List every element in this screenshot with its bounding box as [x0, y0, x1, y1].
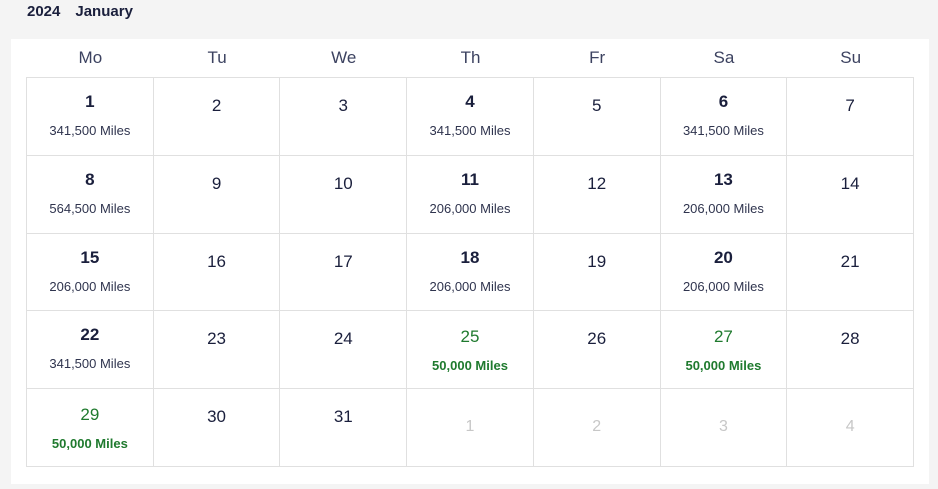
miles-price: 206,000 Miles	[682, 200, 764, 216]
calendar-day-outside-month: 4	[787, 389, 914, 467]
miles-price: 341,500 Miles	[682, 123, 764, 138]
miles-price: 341,500 Miles	[49, 123, 131, 138]
calendar-day-cell[interactable]: 11 206,000 Miles	[407, 155, 534, 234]
miles-price: 206,000 Miles	[49, 278, 131, 294]
miles-price: 50,000 Miles	[51, 436, 128, 452]
calendar-day-cell[interactable]: 5	[533, 78, 661, 156]
day-number: 9	[211, 173, 222, 193]
calendar-day-cell[interactable]: 21	[787, 233, 914, 312]
calendar-day-cell[interactable]: 15 206,000 Miles	[27, 233, 154, 312]
day-number: 4	[845, 418, 855, 436]
day-number: 25	[460, 327, 480, 347]
weekday-label: Th	[460, 48, 481, 67]
day-number: 16	[207, 251, 227, 271]
month-label: January	[75, 2, 133, 20]
day-number: 29	[80, 405, 100, 425]
miles-price: 50,000 Miles	[432, 358, 508, 374]
day-number: 19	[587, 251, 607, 271]
day-number: 1	[85, 92, 95, 111]
miles-price: 206,000 Miles	[429, 200, 511, 216]
weekday-label: Sa	[713, 48, 735, 67]
day-number: 10	[333, 173, 353, 193]
weekday-label: Fr	[589, 48, 606, 67]
day-number: 11	[461, 169, 479, 189]
day-number: 18	[460, 247, 480, 267]
miles-price: 341,500 Miles	[429, 123, 511, 138]
miles-price: 50,000 Miles	[685, 358, 762, 374]
month-header: 2024 January	[27, 1, 133, 21]
miles-price: 564,500 Miles	[49, 200, 131, 216]
day-number: 31	[333, 407, 353, 427]
day-number: 7	[845, 96, 855, 115]
calendar-day-outside-month: 1	[407, 389, 534, 467]
calendar-day-cell[interactable]: 22 341,500 Miles	[27, 311, 154, 390]
calendar-day-cell[interactable]: 29 50,000 Miles	[27, 389, 154, 467]
miles-price: 206,000 Miles	[682, 278, 764, 294]
calendar-day-cell[interactable]: 28	[787, 311, 914, 390]
day-number: 2	[211, 96, 222, 115]
weekday-label: Su	[840, 48, 862, 67]
calendar-day-cell[interactable]: 9	[153, 155, 281, 234]
weekday-label: We	[331, 48, 357, 67]
day-grid: 1 341,500 Miles 2 3 4 341,500 Miles 5 6 341,500 …	[26, 77, 914, 467]
day-number: 5	[591, 96, 602, 115]
miles-price: 341,500 Miles	[49, 356, 131, 372]
calendar-panel: Mo Tu We Th Fr Sa Su 1 341,500 Miles 2 3 4 34…	[11, 39, 929, 484]
day-number: 14	[840, 173, 860, 193]
day-number: 22	[80, 325, 100, 345]
weekday-label: Mo	[78, 48, 103, 67]
calendar-day-cell[interactable]: 31	[280, 389, 408, 467]
day-number: 28	[840, 329, 860, 349]
calendar-day-cell[interactable]: 27 50,000 Miles	[660, 311, 788, 390]
day-number: 4	[465, 92, 475, 111]
day-number: 3	[718, 418, 728, 436]
calendar-day-cell[interactable]: 23	[153, 311, 281, 390]
day-number: 1	[465, 418, 475, 436]
day-number: 23	[207, 329, 227, 349]
calendar-day-cell[interactable]: 3	[280, 78, 408, 156]
calendar-day-cell[interactable]: 10	[280, 155, 408, 234]
calendar-day-outside-month: 2	[533, 389, 661, 467]
day-number: 17	[333, 251, 353, 271]
day-number: 26	[587, 329, 607, 349]
calendar-day-cell[interactable]: 25 50,000 Miles	[407, 311, 534, 390]
calendar-day-cell[interactable]: 30	[153, 389, 281, 467]
calendar-day-cell[interactable]: 24	[280, 311, 408, 390]
day-number: 15	[80, 247, 100, 267]
year-label: 2024	[27, 2, 61, 20]
calendar-day-cell[interactable]: 1 341,500 Miles	[27, 78, 154, 156]
calendar-day-cell[interactable]: 7	[787, 78, 914, 156]
weekday-label: Tu	[207, 48, 227, 67]
day-number: 6	[718, 92, 729, 111]
calendar-day-cell[interactable]: 26	[533, 311, 661, 390]
calendar-day-cell[interactable]: 4 341,500 Miles	[407, 78, 534, 156]
calendar-day-cell[interactable]: 19	[533, 233, 661, 312]
day-number: 3	[338, 96, 349, 115]
day-number: 20	[713, 247, 733, 267]
day-number: 13	[713, 169, 733, 189]
day-number: 27	[713, 327, 733, 347]
calendar-day-cell[interactable]: 13 206,000 Miles	[660, 155, 788, 234]
calendar-day-cell[interactable]: 20 206,000 Miles	[660, 233, 788, 312]
day-number: 8	[85, 169, 95, 189]
weekday-header-row: Mo Tu We Th Fr Sa Su	[27, 39, 914, 77]
calendar-day-cell[interactable]: 18 206,000 Miles	[407, 233, 534, 312]
calendar-day-cell[interactable]: 12	[533, 155, 661, 234]
calendar-day-outside-month: 3	[660, 389, 788, 467]
day-number: 30	[207, 407, 227, 427]
miles-price: 206,000 Miles	[429, 278, 511, 294]
day-number: 2	[592, 418, 602, 436]
calendar-day-cell[interactable]: 2	[153, 78, 281, 156]
calendar-day-cell[interactable]: 8 564,500 Miles	[27, 155, 154, 234]
day-number: 24	[333, 329, 353, 349]
day-number: 21	[840, 251, 860, 271]
calendar-day-cell[interactable]: 14	[787, 155, 914, 234]
calendar-day-cell[interactable]: 16	[153, 233, 281, 312]
day-number: 12	[587, 173, 607, 193]
calendar-day-cell[interactable]: 6 341,500 Miles	[660, 78, 788, 156]
calendar-day-cell[interactable]: 17	[280, 233, 408, 312]
